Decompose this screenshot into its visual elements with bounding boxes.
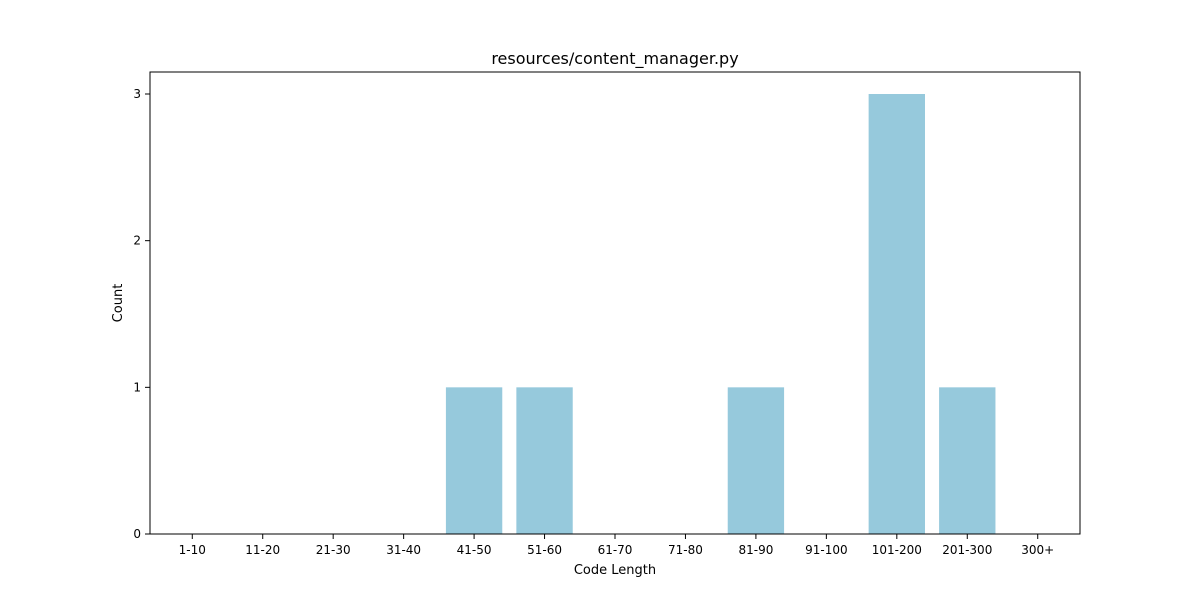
bar-81-90 xyxy=(727,387,785,534)
x-tick-label: 81-90 xyxy=(738,543,773,557)
y-axis-label: Count xyxy=(111,284,126,323)
x-tick-label: 31-40 xyxy=(386,543,421,557)
x-tick-label: 61-70 xyxy=(598,543,633,557)
plot-frame xyxy=(149,71,1081,535)
y-tick-label: 3 xyxy=(133,87,141,101)
x-tick-label: 201-300 xyxy=(942,543,992,557)
x-tick-label: 21-30 xyxy=(316,543,351,557)
y-tick-label: 0 xyxy=(133,527,141,541)
bar-51-60 xyxy=(516,387,573,534)
bar-101-200 xyxy=(868,94,925,534)
bar-201-300 xyxy=(939,387,996,534)
y-tick-label: 2 xyxy=(133,234,141,248)
x-tick-label: 91-100 xyxy=(805,543,848,557)
chart-title: resources/content_manager.py xyxy=(491,49,738,69)
x-tick-label: 11-20 xyxy=(245,543,280,557)
x-tick-label: 1-10 xyxy=(179,543,206,557)
x-tick-label: 41-50 xyxy=(457,543,492,557)
y-tick-label: 1 xyxy=(133,380,141,394)
x-axis-label: Code Length xyxy=(574,563,656,578)
x-tick-label: 101-200 xyxy=(872,543,922,557)
x-tick-label: 51-60 xyxy=(527,543,562,557)
axes-layer: 1-10 11-20 21-30 31-40 41-50 51-60 61-70 71-80 8… xyxy=(133,87,1054,557)
bars-layer xyxy=(445,94,996,534)
bar-41-50 xyxy=(445,387,503,534)
x-tick-label: 71-80 xyxy=(668,543,703,557)
x-tick-label: 300+ xyxy=(1021,543,1054,557)
